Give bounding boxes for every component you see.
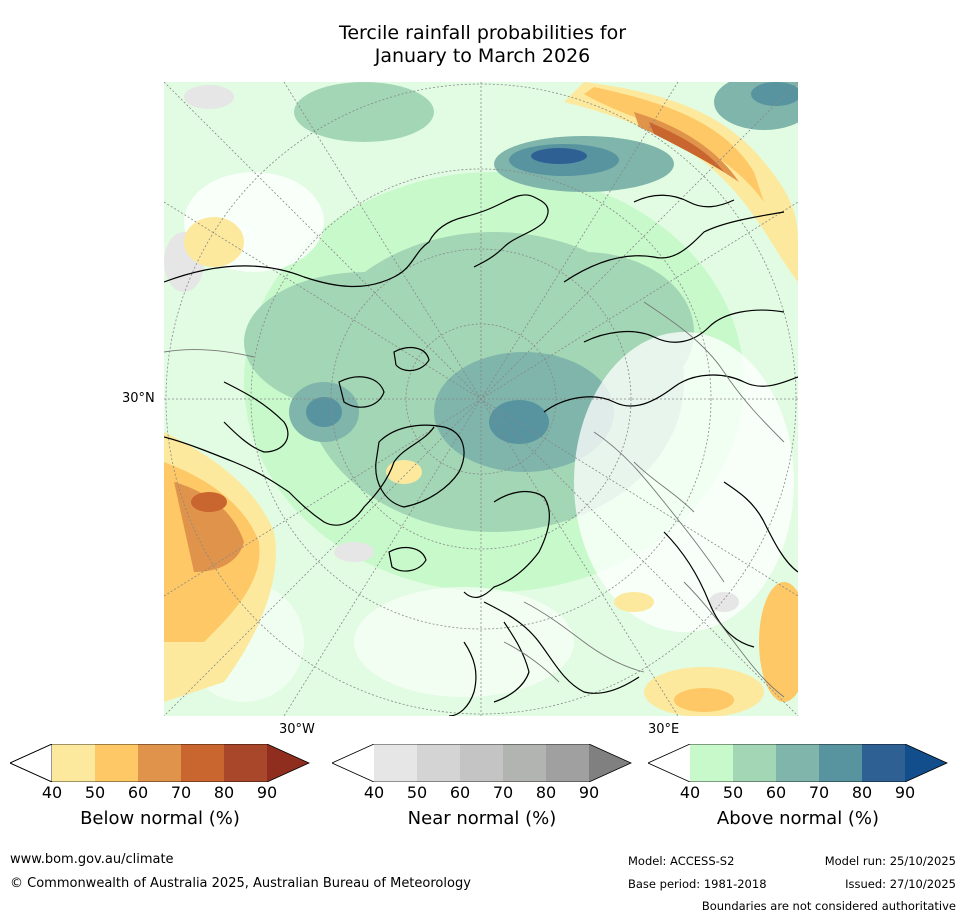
footer-issued: Issued: 27/10/2025 [845, 877, 956, 891]
colorbar-below-caption: Below normal (%) [80, 808, 240, 829]
colorbar-below-tick-80: 80 [213, 783, 235, 802]
map-title-line1: Tercile rainfall probabilities for [338, 22, 627, 44]
colorbar-below-tick-90: 90 [256, 783, 278, 802]
footer-model-run: Model run: 25/10/2025 [824, 854, 956, 868]
colorbar-near-tick-60: 60 [449, 783, 471, 802]
colorbar-below-swatch-60-70 [138, 744, 181, 782]
latitude-label-30n: 30°N [122, 391, 155, 406]
footer-base-period: Base period: 1981-2018 [628, 877, 767, 891]
footer-copyright: © Commonwealth of Australia 2025, Austra… [10, 876, 471, 891]
tercile-probability-map [164, 82, 798, 716]
colorbar-near-swatch-50-60 [417, 744, 460, 782]
colorbar-above-tick-80: 80 [851, 783, 873, 802]
graticule [164, 82, 798, 716]
footer-disclaimer: Boundaries are not considered authoritat… [701, 899, 956, 913]
colorbar-above-normal [648, 744, 948, 782]
colorbar-below-normal-swatches [10, 744, 310, 782]
longitude-label-30w: 30°W [279, 722, 315, 737]
colorbar-above-caption: Above normal (%) [716, 808, 880, 829]
colorbar-below-swatch-lt40 [10, 744, 53, 782]
colorbar-near-swatch-80-90 [546, 744, 589, 782]
colorbar-below-tick-40: 40 [41, 783, 63, 802]
colorbar-near-tick-70: 70 [492, 783, 514, 802]
colorbar-above-swatch-40-50 [690, 744, 733, 782]
colorbar-above-swatch-50-60 [733, 744, 776, 782]
colorbar-below-tick-50: 50 [84, 783, 106, 802]
colorbar-near-tick-90: 90 [578, 783, 600, 802]
colorbar-above-tick-50: 50 [722, 783, 744, 802]
colorbar-above-swatch-70-80 [819, 744, 862, 782]
colorbar-below-tick-60: 60 [127, 783, 149, 802]
colorbar-near-caption: Near normal (%) [407, 808, 557, 829]
country-boundaries [164, 301, 785, 698]
colorbar-near-swatch-40-50 [374, 744, 417, 782]
colorbar-near-swatch-70-80 [503, 744, 546, 782]
longitude-label-30e: 30°E [648, 722, 680, 737]
colorbar-below-swatch-80-90 [224, 744, 267, 782]
colorbar-above-tick-90: 90 [894, 783, 916, 802]
colorbar-near-swatch-60-70 [460, 744, 503, 782]
colorbar-near-tick-50: 50 [406, 783, 428, 802]
colorbar-above-swatch-lt40 [648, 744, 690, 782]
colorbar-near-swatch-gt90 [589, 744, 631, 782]
colorbar-above-tick-60: 60 [765, 783, 787, 802]
colorbar-above-swatch-80-90 [862, 744, 905, 782]
colorbar-below-swatch-50-60 [95, 744, 138, 782]
colorbar-below-tick-70: 70 [170, 783, 192, 802]
colorbar-near-swatch-lt40 [332, 744, 374, 782]
footer-model: Model: ACCESS-S2 [628, 854, 735, 868]
colorbar-below-swatch-40-50 [52, 744, 95, 782]
colorbar-below-normal [10, 744, 310, 782]
coastlines [164, 194, 798, 716]
colorbar-above-swatch-60-70 [776, 744, 819, 782]
footer-url: www.bom.gov.au/climate [10, 852, 174, 867]
colorbar-near-normal [332, 744, 632, 782]
map-title: Tercile rainfall probabilities for Janua… [0, 22, 965, 68]
colorbar-above-normal-swatches [648, 744, 948, 782]
colorbar-above-tick-40: 40 [679, 783, 701, 802]
colorbar-below-swatch-70-80 [181, 744, 224, 782]
map-title-line2: January to March 2026 [374, 45, 591, 67]
colorbar-below-swatch-gt90 [267, 744, 309, 782]
colorbar-above-swatch-gt90 [905, 744, 947, 782]
colorbar-near-tick-40: 40 [363, 783, 385, 802]
below-normal-regions [164, 82, 798, 716]
colorbar-near-normal-swatches [332, 744, 632, 782]
colorbar-near-tick-80: 80 [535, 783, 557, 802]
colorbar-above-tick-70: 70 [808, 783, 830, 802]
